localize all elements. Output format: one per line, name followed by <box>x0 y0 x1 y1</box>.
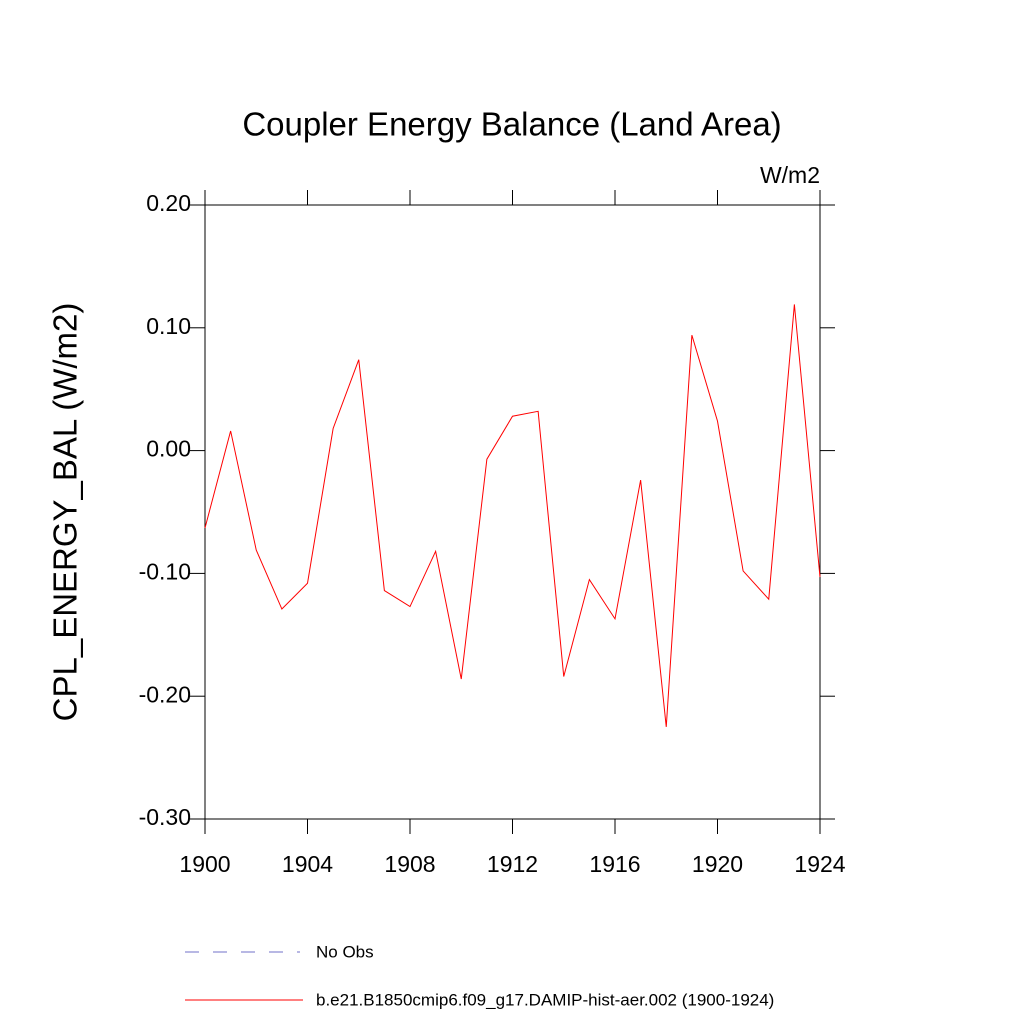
x-tick-label: 1916 <box>589 851 640 877</box>
x-tick-label: 1912 <box>487 851 538 877</box>
x-tick-label: 1908 <box>384 851 435 877</box>
data-line <box>204 304 821 727</box>
legend-label: No Obs <box>316 942 374 961</box>
y-tick-label: 0.00 <box>146 436 191 462</box>
y-axis-label: CPL_ENERGY_BAL (W/m2) <box>47 303 84 722</box>
x-tick-label: 1904 <box>282 851 333 877</box>
y-tick-label: -0.30 <box>139 804 191 830</box>
y-tick-label: 0.20 <box>146 190 191 216</box>
x-tick-label: 1924 <box>794 851 845 877</box>
units-label: W/m2 <box>760 162 820 188</box>
y-tick-label: -0.10 <box>139 558 191 584</box>
y-tick-label: -0.20 <box>139 681 191 707</box>
legend-label: b.e21.B1850cmip6.f09_g17.DAMIP-hist-aer.… <box>316 990 774 1009</box>
x-tick-label: 1900 <box>179 851 230 877</box>
plot-frame <box>204 204 821 820</box>
y-tick-label: 0.10 <box>146 313 191 339</box>
chart-title: Coupler Energy Balance (Land Area) <box>242 106 781 143</box>
x-tick-label: 1920 <box>692 851 743 877</box>
